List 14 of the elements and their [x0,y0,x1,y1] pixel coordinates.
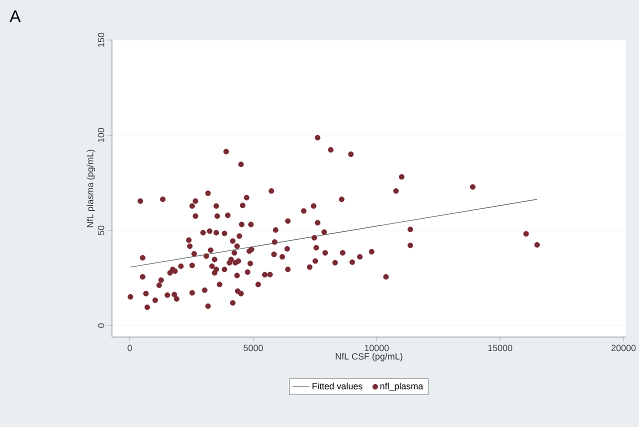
x-tick-label: 15000 [488,344,512,352]
x-tick-label: 5000 [244,344,263,352]
legend-label: nfl_plasma [380,382,424,392]
legend-label: Fitted values [312,382,362,390]
y-tick-label: 100 [98,128,104,142]
x-tick-label: 10000 [364,344,389,352]
x-axis-title: NfL CSF (pg/mL) [336,352,402,362]
y-tick-label: 150 [98,32,104,47]
y-tick-label: 50 [98,226,104,236]
y-axis-title: NfL plasma (pg/mL) [86,150,96,228]
y-tick-label: 0 [98,323,104,328]
x-tick-label: 20000 [612,344,636,352]
x-tick-label: 0 [128,344,132,352]
text: A [10,10,21,22]
